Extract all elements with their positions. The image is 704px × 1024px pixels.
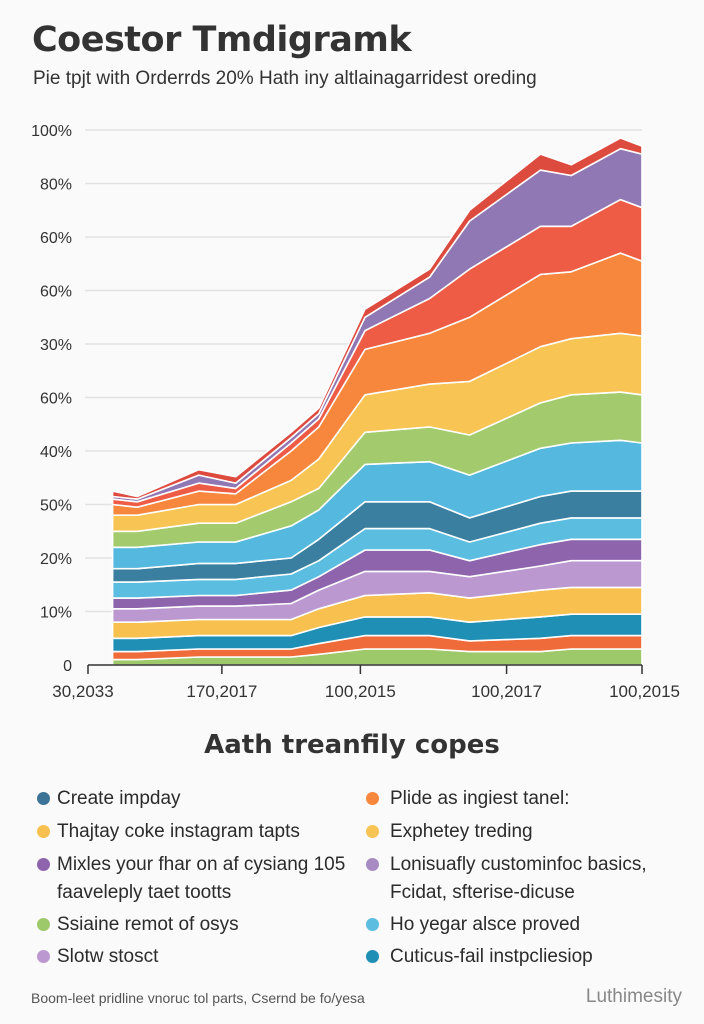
legend-label: Mixles your fhar on af cysiang 105 faave…	[57, 854, 346, 903]
x-tick-label: 100,2015	[325, 682, 396, 701]
legend-item: Plide as ingiest tanel:	[366, 785, 690, 813]
footer-note: Boom-leet pridline vnoruc tol parts, Cse…	[31, 990, 365, 1006]
legend-color-dot	[37, 858, 50, 871]
legend-item: Cuticus-fail instpcliesiop	[366, 943, 690, 971]
legend-color-dot	[37, 918, 50, 931]
chart-title: Coestor Tmdigramk	[32, 20, 412, 60]
axes: 0 10% 20% 50% 40% 60% 30% 60% 60% 80% 100% 30,2033 1…	[31, 123, 680, 701]
y-tick-label: 20%	[40, 551, 72, 568]
y-tick-label: 10%	[40, 605, 72, 622]
legend-item: Create impday	[37, 785, 357, 813]
x-tick-label: 100,2015	[609, 682, 680, 701]
x-tick-label: 170,2017	[186, 682, 257, 701]
legend-label: Plide as ingiest tanel:	[390, 788, 570, 809]
area-layers	[111, 137, 643, 666]
legend-label: Ho yegar alsce proved	[390, 914, 581, 935]
legend-item: Thajtay coke instagram tapts	[37, 818, 357, 846]
legend-label: Ssiaine remot of osys	[57, 914, 239, 935]
y-tick-label: 30%	[40, 337, 72, 354]
legend-label: Lonisuafly custominfoc basics, Fcidat, s…	[390, 854, 647, 903]
y-tick-label: 80%	[40, 177, 72, 194]
legend-label: Cuticus-fail instpcliesiop	[390, 946, 593, 967]
legend-item: Ho yegar alsce proved	[366, 911, 690, 939]
brand-logo: Luthimesity	[585, 986, 682, 1007]
legend-title: Aath treanfily copes	[204, 730, 500, 760]
y-tick-label: 60%	[40, 284, 72, 301]
legend-item: Lonisuafly custominfoc basics, Fcidat, s…	[366, 851, 690, 907]
legend-color-dot	[366, 825, 379, 838]
x-tick-label: 100,2017	[471, 682, 542, 701]
legend-label: Thajtay coke instagram tapts	[57, 821, 300, 842]
legend-color-dot	[366, 858, 379, 871]
legend-item: Exphetey treding	[366, 818, 690, 846]
y-tick-label: 50%	[40, 498, 72, 515]
legend-item: Ssiaine remot of osys	[37, 911, 357, 939]
legend-color-dot	[37, 792, 50, 805]
legend-label: Create impday	[57, 788, 181, 809]
stacked-area-chart: 0 10% 20% 50% 40% 60% 30% 60% 60% 80% 100% 30,2033 1…	[31, 123, 680, 701]
y-tick-label: 60%	[40, 230, 72, 247]
y-tick-label: 40%	[40, 444, 72, 461]
legend-label: Exphetey treding	[390, 821, 533, 842]
y-tick-label: 60%	[40, 391, 72, 408]
legend-color-dot	[37, 950, 50, 963]
legend-color-dot	[37, 825, 50, 838]
y-tick-label: 0	[63, 658, 72, 675]
legend-item: Mixles your fhar on af cysiang 105 faave…	[37, 851, 357, 907]
x-tick-label: 30,2033	[52, 682, 113, 701]
legend-label: Slotw stosct	[57, 946, 159, 967]
legend-color-dot	[366, 792, 379, 805]
legend-color-dot	[366, 950, 379, 963]
legend-item: Slotw stosct	[37, 943, 357, 971]
legend-color-dot	[366, 918, 379, 931]
chart-subtitle: Pie tpjt with Orderrds 20% Hath iny altl…	[33, 68, 537, 89]
y-tick-label: 100%	[31, 123, 72, 140]
area-series-15	[111, 137, 643, 500]
